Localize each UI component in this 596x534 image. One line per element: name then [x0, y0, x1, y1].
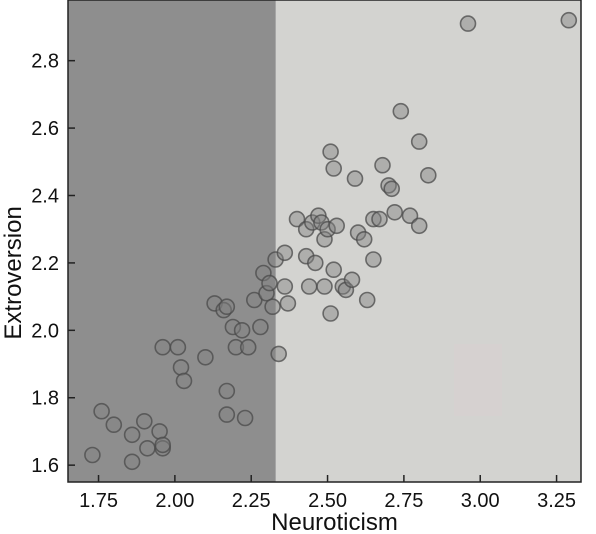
data-point	[325, 160, 343, 177]
data-point	[233, 321, 251, 339]
data-point	[358, 291, 376, 309]
data-point	[383, 180, 401, 198]
data-point	[325, 261, 343, 279]
data-point	[343, 271, 361, 289]
x-tick-label: 2.50	[308, 490, 347, 512]
data-point	[84, 446, 101, 464]
data-point	[123, 426, 141, 444]
data-point	[93, 402, 110, 420]
data-point	[136, 412, 153, 430]
data-point	[151, 423, 168, 440]
x-tick-label: 3.25	[537, 490, 576, 512]
data-point	[169, 338, 187, 356]
data-point	[261, 274, 278, 292]
data-point	[401, 207, 419, 224]
x-tick-label: 3.00	[461, 490, 500, 512]
data-point	[279, 295, 297, 312]
data-point	[218, 298, 236, 316]
x-tick-label: 1.75	[79, 490, 118, 512]
faint-patch	[454, 344, 502, 416]
plot-frame	[67, 0, 582, 483]
data-point	[175, 372, 193, 390]
data-point	[322, 143, 339, 160]
x-tick-label: 2.25	[232, 490, 271, 512]
data-point	[386, 204, 404, 221]
shaded-region	[68, 0, 276, 482]
data-point	[410, 133, 428, 150]
data-point	[355, 231, 373, 248]
data-point	[227, 338, 245, 356]
data-point	[560, 11, 578, 29]
y-axis: 1.6 1.8 2.0 2.2 2.4 2.6 2.8	[31, 51, 75, 477]
data-point	[300, 278, 318, 295]
data-point	[365, 251, 382, 268]
data-point	[218, 406, 236, 423]
data-point	[419, 167, 437, 184]
data-point	[172, 359, 190, 376]
data-point	[139, 439, 156, 457]
data-point	[288, 210, 306, 228]
data-point	[154, 338, 171, 356]
data-point	[264, 298, 281, 316]
data-point	[197, 348, 214, 366]
data-point	[374, 156, 391, 174]
data-point	[123, 453, 141, 471]
data-point	[459, 15, 477, 32]
data-point	[316, 231, 333, 248]
data-points	[84, 11, 578, 471]
x-tick-label: 2.00	[155, 490, 194, 512]
data-point	[306, 254, 324, 272]
data-point	[316, 278, 333, 295]
data-point	[371, 210, 388, 228]
data-point	[319, 220, 336, 238]
y-tick-label: 1.6	[31, 455, 59, 477]
data-point	[365, 210, 382, 228]
data-point	[276, 244, 294, 262]
data-point	[258, 284, 275, 302]
data-point	[346, 170, 364, 187]
data-point	[224, 318, 242, 336]
y-tick-label: 2.2	[31, 253, 59, 275]
data-point	[270, 345, 288, 363]
y-tick-label: 1.8	[31, 388, 59, 410]
data-point	[328, 217, 346, 235]
data-point	[392, 102, 410, 120]
data-point	[252, 318, 269, 336]
data-point	[322, 305, 339, 322]
x-axis: 1.75 2.00 2.25 2.50 2.75 3.00 3.25	[79, 475, 576, 512]
y-axis-title: Extroversion	[0, 206, 27, 339]
y-tick-label: 2.4	[31, 185, 59, 207]
data-point	[276, 278, 294, 295]
data-point	[410, 217, 428, 235]
data-point	[105, 416, 123, 434]
x-axis-title: Neuroticism	[271, 509, 398, 534]
y-tick-label: 2.8	[31, 51, 59, 73]
data-point	[236, 409, 254, 427]
y-tick-label: 2.6	[31, 118, 59, 140]
data-point	[239, 338, 257, 356]
data-point	[218, 382, 236, 400]
y-tick-label: 2.0	[31, 320, 59, 342]
data-point	[154, 436, 171, 454]
x-tick-label: 2.75	[384, 490, 423, 512]
